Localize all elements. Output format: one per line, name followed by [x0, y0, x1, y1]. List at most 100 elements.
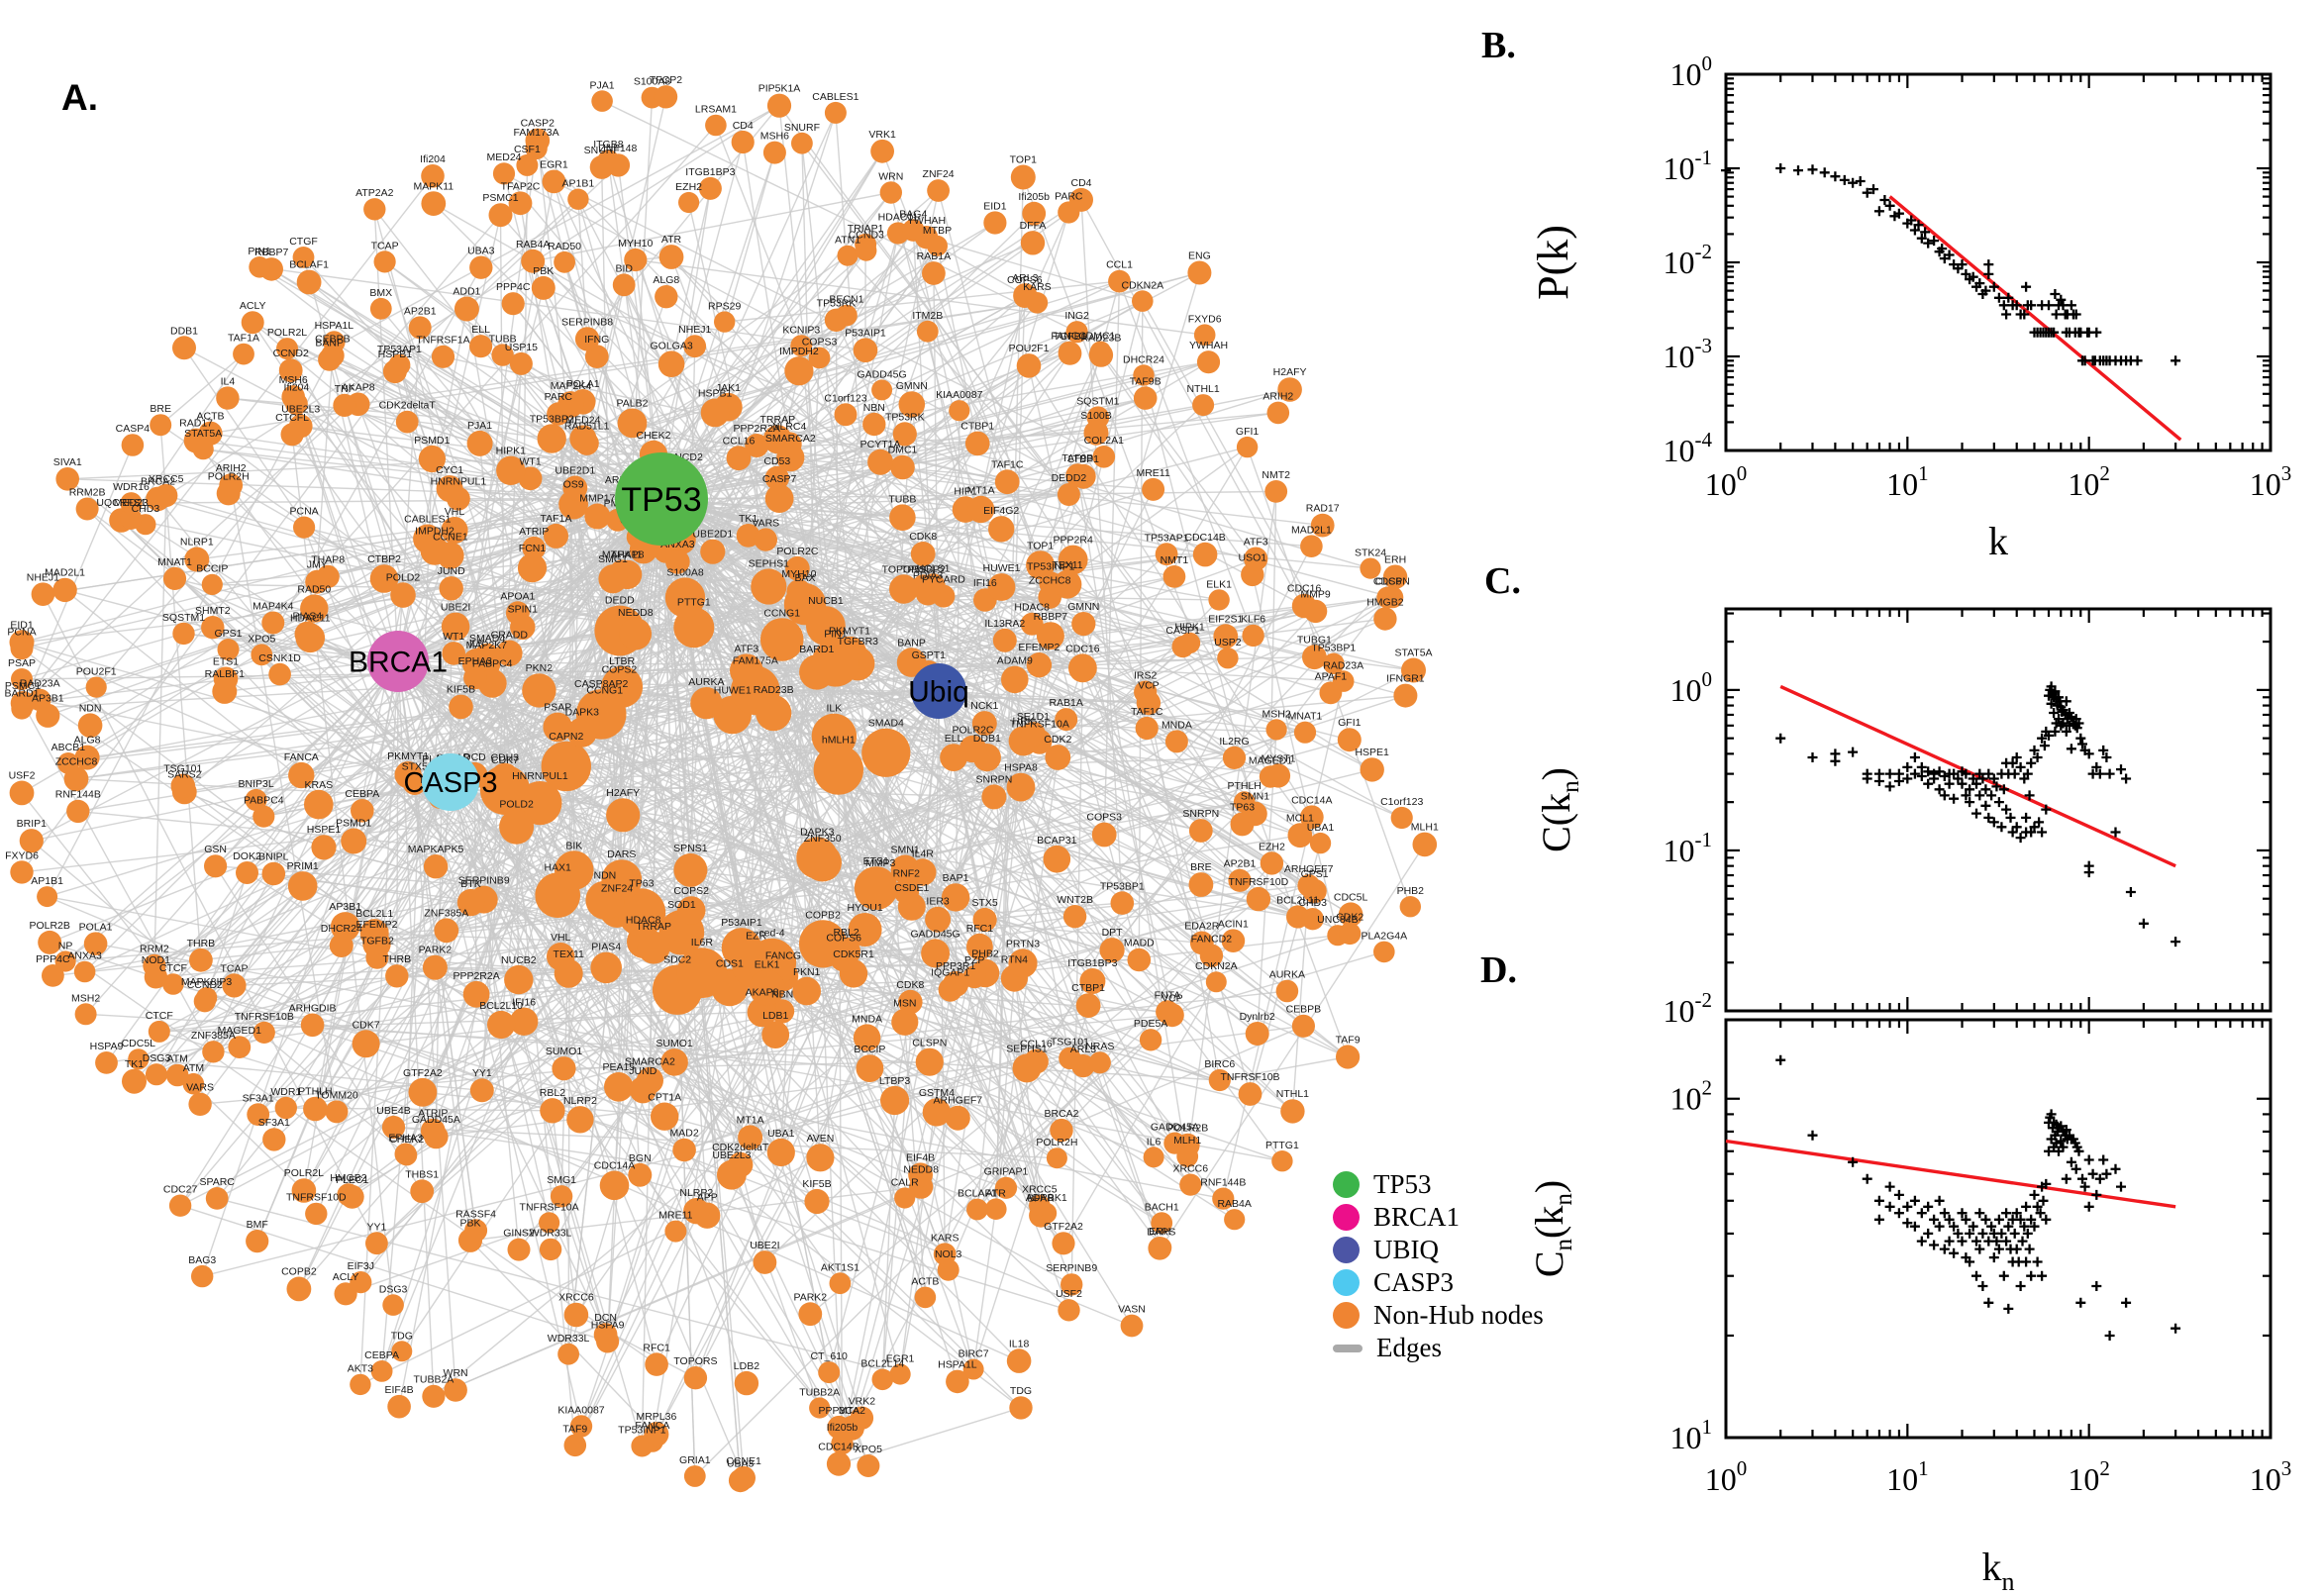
network-node — [811, 639, 860, 687]
node-label: ARL3 — [1070, 1044, 1096, 1055]
node-label: DEDD2 — [1052, 472, 1087, 484]
node-label: RALBP1 — [205, 668, 245, 680]
network-node — [1242, 624, 1264, 648]
node-label: Ifi205b — [1018, 191, 1050, 203]
network-node — [537, 424, 566, 453]
network-node — [1171, 636, 1194, 658]
node-label: IRS2 — [1134, 670, 1158, 682]
network-node — [966, 933, 993, 960]
network-node — [245, 788, 267, 812]
node-label: ING2 — [1064, 310, 1089, 322]
node-label: PPP4C — [36, 953, 70, 965]
node-label: BECN1 — [829, 294, 863, 306]
node-label: MTBP — [923, 225, 952, 237]
network-node — [508, 191, 533, 216]
node-label: TRIAP1 — [848, 223, 884, 235]
network-node — [1099, 938, 1125, 963]
network-node-labels: POLR2C POLR2B POLR2H POLR2L MNDA Ifi205b BCCIP… — [4, 74, 1438, 1469]
network-node — [792, 976, 821, 1006]
node-label: SF3A1 — [258, 1117, 290, 1129]
network-node — [74, 1003, 97, 1026]
node-label: CDC5L — [1334, 891, 1368, 903]
node-label: CDC16 — [1287, 583, 1322, 595]
node-label: CABLES1 — [812, 91, 858, 103]
node-label: UBE2L3 — [281, 403, 320, 415]
network-node — [1238, 1082, 1262, 1106]
network-node — [436, 475, 463, 503]
network-node — [1091, 822, 1117, 848]
network-node — [10, 691, 36, 716]
node-label: CASP4 — [116, 423, 151, 435]
network-node — [542, 169, 566, 194]
network-node — [120, 492, 143, 515]
node-label: DAPK3 — [565, 707, 600, 719]
node-label: CCND2 — [273, 348, 309, 359]
node-label: AP3B1 — [32, 693, 64, 705]
node-label: NMT1 — [1161, 554, 1189, 566]
node-label: RPS29 — [708, 300, 741, 312]
network-node — [1010, 164, 1036, 190]
network-node — [544, 523, 568, 549]
node-label: UBA3 — [467, 246, 495, 257]
node-label: PYCARD — [922, 574, 965, 586]
node-label: XRCC5 — [149, 473, 184, 485]
network-node — [31, 582, 55, 606]
node-label: CDC5L — [122, 1038, 156, 1049]
node-label: TAF1C — [1131, 706, 1163, 718]
network-node — [655, 285, 678, 309]
node-label: S100A8 — [666, 566, 704, 578]
node-label: THRB — [187, 938, 216, 949]
network-node — [1336, 1045, 1361, 1069]
network-node — [1163, 1132, 1186, 1154]
network-node — [798, 1302, 823, 1327]
node-label: DEDD — [605, 595, 635, 607]
node-label: ELL — [945, 733, 963, 745]
node-label: TCAP — [220, 962, 248, 974]
network-node — [370, 1360, 393, 1382]
network-node — [488, 203, 513, 228]
network-node — [449, 694, 473, 720]
network-node — [1108, 269, 1131, 293]
node-label: TNFRSF1A — [416, 335, 469, 347]
network-node — [300, 594, 329, 623]
node-label: ZNF385A — [191, 1030, 236, 1042]
node-label: ACTB — [911, 1276, 939, 1288]
network-node — [959, 735, 987, 763]
node-label: POLD2 — [386, 571, 421, 583]
node-label: SQSTM1 — [162, 612, 205, 624]
node-label: ADRBK1 — [1026, 1192, 1067, 1204]
scatter-points — [1775, 1054, 2181, 1341]
network-node — [606, 798, 641, 833]
node-label: THBS1 — [405, 1168, 439, 1180]
node-label: DSG3 — [379, 1283, 408, 1295]
network-node — [678, 191, 700, 214]
network-node — [219, 473, 244, 497]
network-node — [1075, 993, 1101, 1018]
node-label: MMP3 — [865, 857, 895, 869]
network-node — [637, 931, 670, 964]
x-tick-label: 103 — [2250, 461, 2292, 502]
network-node — [910, 542, 936, 566]
node-label: CDK7 — [491, 754, 519, 766]
network-node — [762, 141, 786, 164]
network-node — [1127, 948, 1152, 972]
node-label: DDB1 — [170, 325, 198, 337]
node-label: TEX11 — [1052, 559, 1082, 571]
node-label: CYC1 — [436, 464, 463, 476]
network-node — [574, 431, 599, 455]
node-label: JUND — [438, 565, 465, 577]
node-label: TEX11 — [554, 948, 584, 960]
node-label: BRE — [150, 403, 171, 415]
network-node — [964, 431, 990, 456]
node-label: DAPK3 — [800, 826, 835, 838]
y-tick-label: 10-1 — [1664, 146, 1713, 186]
network-node — [1217, 648, 1239, 669]
node-label: BID — [615, 262, 633, 274]
node-label: ZNF24 — [923, 168, 955, 180]
node-label: EGR1 — [886, 1352, 915, 1364]
network-node — [1271, 1150, 1293, 1172]
node-label: COPS2 — [673, 885, 709, 897]
node-label: ENG — [1188, 250, 1211, 262]
